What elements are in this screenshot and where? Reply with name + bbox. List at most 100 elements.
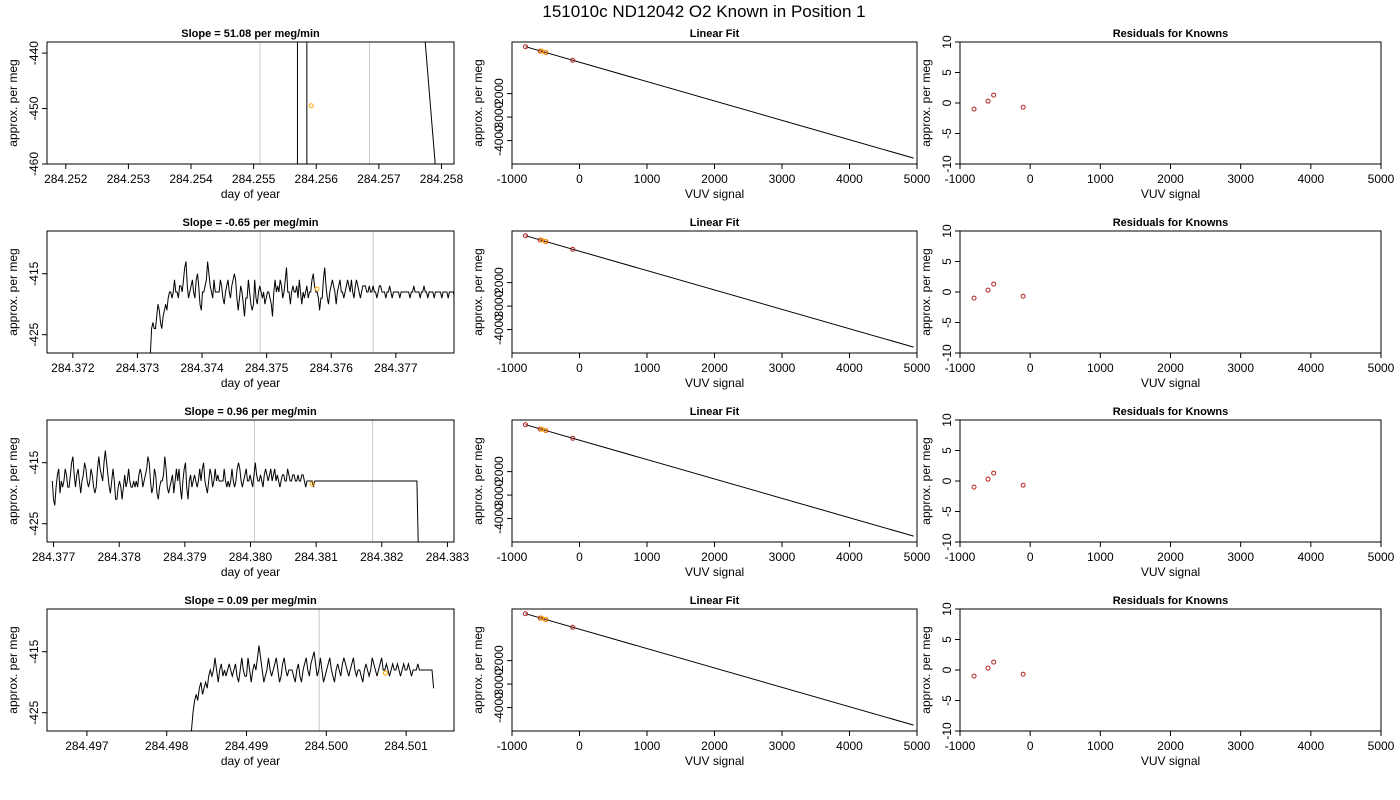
y-tick-label: 5 <box>940 447 954 454</box>
x-tick-label: 1000 <box>634 550 661 564</box>
y-tick-label: -10 <box>940 155 954 173</box>
x-axis-label: VUV signal <box>1141 565 1200 579</box>
mean-point <box>308 103 314 109</box>
y-tick-label: 10 <box>940 413 954 427</box>
x-tick-label: 3000 <box>769 739 796 753</box>
y-tick-label: -4000 <box>492 692 506 723</box>
data-point <box>523 44 528 50</box>
x-tick-label: -1000 <box>945 739 976 753</box>
data-point <box>570 624 576 630</box>
x-tick-label: 4000 <box>1297 550 1324 564</box>
plot-frame <box>511 608 918 732</box>
y-axis-label: approx. per meg <box>471 437 485 524</box>
x-axis-label: VUV signal <box>1141 187 1200 201</box>
data-point <box>570 246 576 252</box>
y-axis-label: approx. per meg <box>471 626 485 713</box>
plot-area <box>190 609 435 731</box>
data-point <box>971 295 977 301</box>
series-line <box>51 450 419 542</box>
x-tick-label: 2000 <box>701 739 728 753</box>
x-tick-label: 0 <box>1027 550 1034 564</box>
y-tick-label: 0 <box>940 477 954 484</box>
plot-res0: Residuals for Knowns -1000 0 1000 2000 3000 40… <box>919 28 1395 201</box>
y-axis-label: approx. per meg <box>471 59 485 146</box>
x-tick-label: 3000 <box>769 361 796 375</box>
x-tick-label: 284.253 <box>107 172 151 186</box>
x-axis-label: VUV signal <box>685 754 744 768</box>
data-point <box>971 673 977 679</box>
x-tick-label: 5000 <box>1368 739 1395 753</box>
x-tick-label: 284.376 <box>310 361 354 375</box>
x-tick-label: 4000 <box>1297 361 1324 375</box>
x-tick-label: 4000 <box>1297 172 1324 186</box>
series-line <box>424 42 436 164</box>
x-tick-label: 284.372 <box>51 361 95 375</box>
x-tick-label: 0 <box>576 739 583 753</box>
series-line <box>190 645 435 731</box>
y-tick-label: -4000 <box>492 503 506 534</box>
figure-title: 151010c ND12042 O2 Known in Position 1 <box>542 2 865 21</box>
x-tick-label: 4000 <box>1297 739 1324 753</box>
x-axis-label: day of year <box>221 754 280 768</box>
plot-area <box>971 92 1026 112</box>
y-tick-label: -5 <box>940 128 954 139</box>
y-tick-label: -2000 <box>492 267 506 298</box>
plot-ts1: Slope = -0.65 per meg/min 284.372 284.373 2… <box>6 217 455 390</box>
x-tick-label: 2000 <box>1157 361 1184 375</box>
data-point <box>991 92 997 98</box>
plot-frame <box>959 41 1382 165</box>
data-point <box>985 476 991 482</box>
plot-area <box>51 420 419 542</box>
data-point <box>971 106 977 112</box>
series-line <box>149 261 454 353</box>
x-tick-label: -1000 <box>497 172 528 186</box>
plot-title: Slope = 0.96 per meg/min <box>184 406 317 418</box>
plot-title: Residuals for Knowns <box>1113 28 1229 40</box>
x-tick-label: 1000 <box>634 361 661 375</box>
y-tick-label: -415 <box>27 261 41 285</box>
y-tick-label: -10 <box>940 722 954 740</box>
data-point <box>570 57 576 63</box>
plot-area <box>523 44 914 159</box>
x-tick-label: 5000 <box>904 361 931 375</box>
x-tick-label: 3000 <box>1227 172 1254 186</box>
x-tick-label: 284.382 <box>360 550 404 564</box>
plot-area <box>971 470 1026 490</box>
plot-frame <box>959 230 1382 354</box>
y-axis-label: approx. per meg <box>919 59 933 146</box>
mean-point <box>542 238 548 244</box>
plot-frame <box>511 230 918 354</box>
y-tick-label: -2000 <box>492 78 506 109</box>
plot-area <box>149 231 454 353</box>
plot-title: Linear Fit <box>690 406 740 418</box>
data-point <box>523 422 528 428</box>
y-tick-label: 0 <box>940 666 954 673</box>
y-tick-label: -450 <box>27 96 41 120</box>
plot-title: Linear Fit <box>690 28 740 40</box>
data-point <box>985 287 991 293</box>
data-point <box>971 484 977 490</box>
x-tick-label: 3000 <box>1227 550 1254 564</box>
x-tick-label: 0 <box>576 172 583 186</box>
plot-fit0: Linear Fit -1000 0 1000 2000 3000 4000 5000 -200… <box>471 28 931 201</box>
y-tick-label: -5 <box>940 506 954 517</box>
x-tick-label: 284.381 <box>294 550 338 564</box>
plot-res2: Residuals for Knowns -1000 0 1000 2000 3000 40… <box>919 406 1395 579</box>
x-tick-label: 3000 <box>1227 739 1254 753</box>
mean-point <box>309 481 315 487</box>
x-tick-label: 2000 <box>1157 739 1184 753</box>
plot-area <box>523 611 914 726</box>
fit-line <box>525 46 914 159</box>
x-tick-label: 284.498 <box>145 739 189 753</box>
plot-title: Slope = 51.08 per meg/min <box>181 28 320 40</box>
mean-point <box>382 670 388 676</box>
plot-fit1: Linear Fit -1000 0 1000 2000 3000 4000 5000 -200… <box>471 217 931 390</box>
plot-frame <box>511 419 918 543</box>
x-tick-label: 5000 <box>1368 361 1395 375</box>
plot-title: Residuals for Knowns <box>1113 217 1229 229</box>
y-tick-label: -415 <box>27 450 41 474</box>
plot-frame <box>959 419 1382 543</box>
x-tick-label: 2000 <box>1157 550 1184 564</box>
y-tick-label: -3000 <box>492 101 506 132</box>
